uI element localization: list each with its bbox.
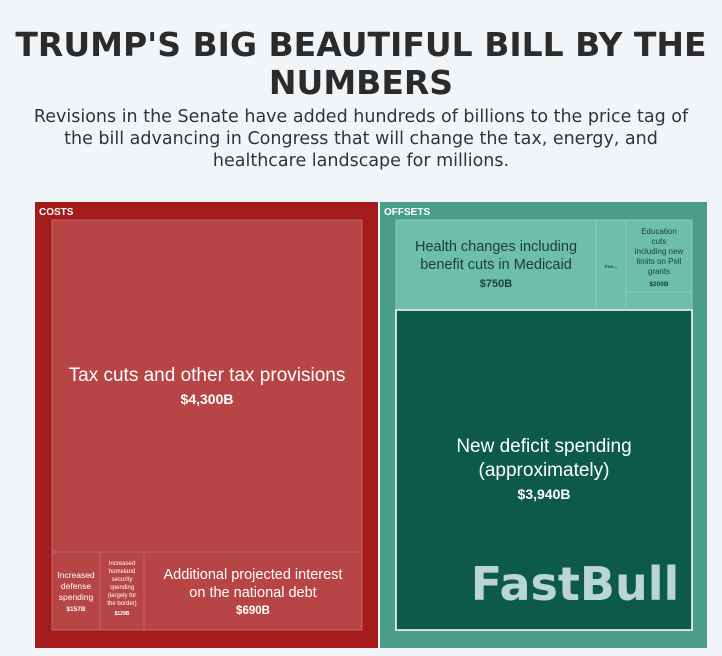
tile-food[interactable] — [595, 219, 627, 309]
offsets-group-label: OFFSETS — [384, 207, 430, 218]
tile-health[interactable] — [395, 219, 597, 309]
tile-education-label-1: Education — [641, 227, 677, 236]
tile-deficit-label-2: (approximately) — [479, 460, 610, 481]
tile-education-label-3: including new — [635, 247, 684, 256]
tile-homeland-label-5: (largely for — [108, 593, 136, 599]
tile-deficit[interactable] — [395, 309, 693, 631]
tile-interest[interactable] — [143, 551, 363, 631]
tile-homeland-value: $129B — [115, 611, 130, 617]
tile-interest-label-2: on the national debt — [189, 585, 316, 601]
tile-education-label-5: grants — [648, 267, 670, 276]
tile-defense-label-1: Increased — [57, 570, 95, 580]
tile-interest-label-1: Additional projected interest — [164, 567, 343, 583]
tile-health-label-2: benefit cuts in Medicaid — [420, 257, 572, 273]
tile-homeland-label-3: security — [112, 577, 133, 583]
costs-group-label: COSTS — [39, 207, 74, 218]
tile-tax-cuts-value: $4,300B — [181, 391, 234, 407]
tile-education-label-4: limits on Pell — [637, 257, 682, 266]
tile-tax-cuts-label: Tax cuts and other tax provisions — [69, 365, 346, 386]
tile-defense-label-3: spending — [59, 592, 94, 602]
tile-homeland-label-1: Increased — [109, 561, 135, 567]
tile-defense[interactable] — [51, 551, 101, 631]
tile-deficit-label-1: New deficit spending — [456, 436, 631, 457]
tile-health-label-1: Health changes including — [415, 239, 577, 255]
chart-title: TRUMP'S BIG BEAUTIFUL BILL BY THE NUMBER… — [15, 25, 707, 102]
tile-homeland[interactable] — [99, 551, 145, 631]
tile-food-label: Foo... — [605, 264, 617, 269]
fastbull-watermark: FastBull — [471, 557, 679, 611]
tile-defense-value: $157B — [66, 606, 85, 613]
chart-subtitle: Revisions in the Senate have added hundr… — [33, 107, 689, 171]
tile-homeland-label-2: homeland — [109, 569, 135, 575]
tile-deficit-value: $3,940B — [518, 486, 571, 502]
tile-homeland-label-4: spending — [110, 585, 134, 591]
tile-offset-small[interactable] — [625, 291, 693, 309]
tile-education-value: $200B — [649, 281, 668, 288]
tile-education-label-2: cuts — [652, 237, 667, 246]
tile-education[interactable] — [625, 219, 693, 293]
treemap-chart: COSTS OFFSETS Tax cuts and other tax pro… — [35, 202, 707, 648]
tile-homeland-label-6: the border) — [107, 601, 136, 607]
tile-interest-value: $690B — [236, 605, 270, 617]
tile-tax-cuts[interactable] — [51, 219, 363, 553]
tile-defense-label-2: defense — [61, 581, 92, 591]
tile-health-value: $750B — [480, 278, 512, 290]
